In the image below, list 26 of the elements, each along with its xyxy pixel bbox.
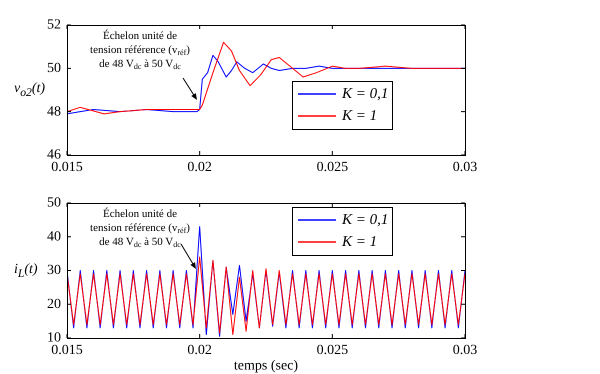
- x-tick-label: 0.02: [187, 160, 212, 176]
- y-tick-label: 30: [47, 263, 61, 278]
- x-tick-label: 0.03: [452, 160, 478, 176]
- x-tick-label: 0.025: [316, 160, 348, 176]
- legend-label: K = 0,1: [341, 212, 388, 228]
- y-tick-label: 40: [47, 229, 61, 244]
- y-tick-label: 50: [47, 196, 61, 211]
- text: Échelon unité de tension référence (v$_{réf}$) de 48 V$_{dc}$ à 50 V$_{dc}$: [90, 30, 190, 71]
- x-tick-label: 0.025: [316, 343, 348, 358]
- y-tick-label: 46: [47, 148, 61, 163]
- y-tick-label: 48: [47, 104, 61, 120]
- x-axis-title: temps (sec): [234, 358, 298, 374]
- legend-label: K = 1: [341, 108, 378, 124]
- y-tick-label: 52: [47, 18, 61, 33]
- x-tick-label: 0.02: [187, 343, 212, 358]
- legend-label: K = 1: [341, 234, 378, 250]
- y-tick-label: 50: [47, 61, 61, 76]
- text: Échelon unité de tension référence (v$_{réf}$) de 48 V$_{dc}$ à 50 V$_{dc}$: [90, 208, 190, 249]
- x-tick-label: 0.015: [51, 160, 83, 176]
- x-tick-label: 0.015: [51, 343, 83, 358]
- y-tick-label: 10: [47, 330, 61, 346]
- x-tick-label: 0.03: [452, 343, 478, 358]
- y-tick-label: 20: [47, 296, 61, 312]
- y-axis-title: v$_{o2}$(t): [14, 81, 46, 99]
- y-axis-title: i$_{L}$(t): [14, 262, 38, 280]
- legend-label: K = 0,1: [341, 86, 388, 102]
